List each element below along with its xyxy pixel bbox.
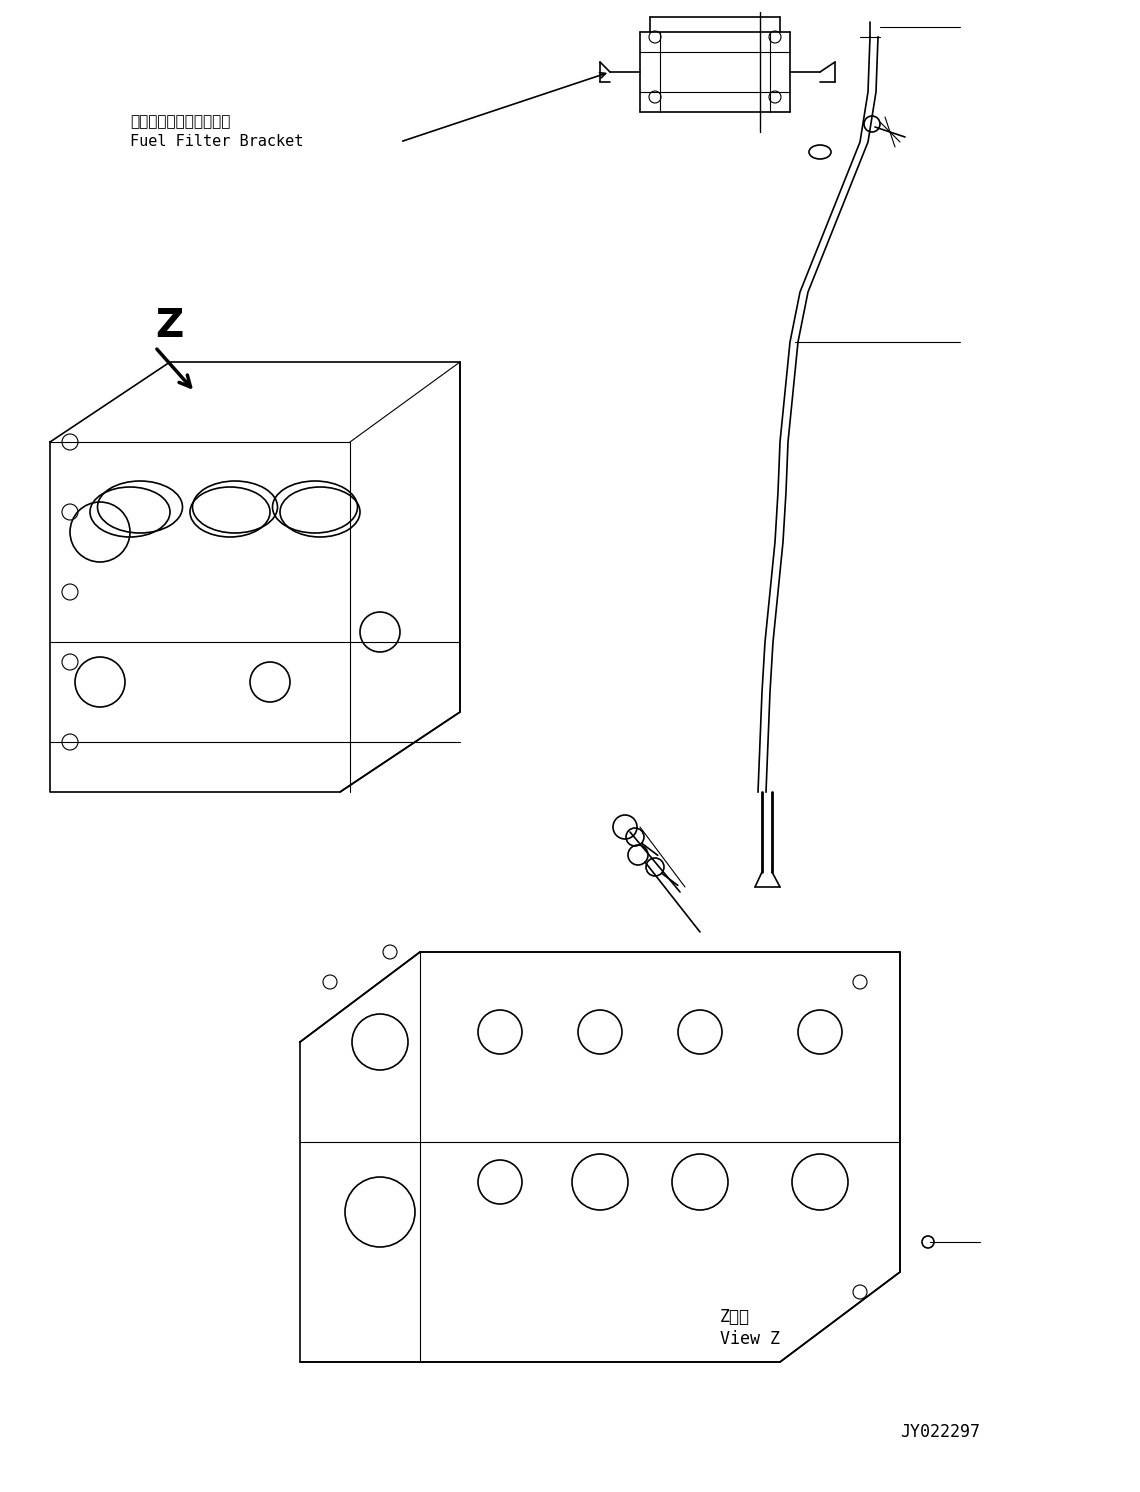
Text: Z　視: Z 視 — [720, 1308, 750, 1326]
Text: Z: Z — [155, 307, 184, 345]
Text: Fuel Filter Bracket: Fuel Filter Bracket — [130, 134, 303, 149]
Text: View Z: View Z — [720, 1329, 780, 1347]
Text: JY022297: JY022297 — [899, 1423, 980, 1441]
Text: 燃料フィルタブラケット: 燃料フィルタブラケット — [130, 115, 230, 130]
